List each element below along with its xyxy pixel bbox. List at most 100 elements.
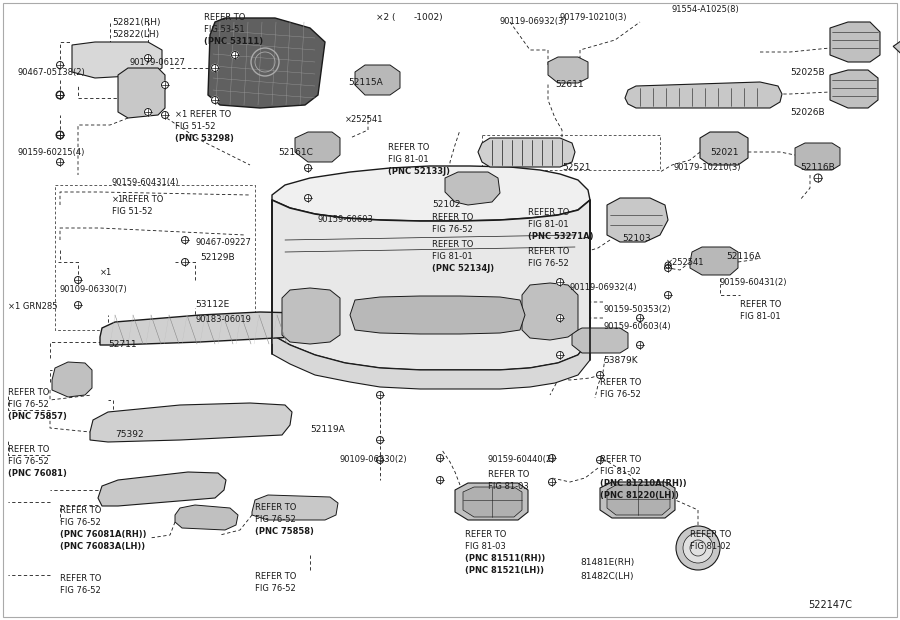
Circle shape <box>376 391 383 399</box>
Circle shape <box>75 277 82 283</box>
Text: REFER TO: REFER TO <box>255 572 296 581</box>
Text: FIG 81-02: FIG 81-02 <box>600 467 641 476</box>
Polygon shape <box>625 82 782 108</box>
Circle shape <box>436 454 444 461</box>
Circle shape <box>597 371 604 378</box>
Circle shape <box>56 91 64 99</box>
Text: 90109-06330(7): 90109-06330(7) <box>60 285 128 294</box>
Text: 52026B: 52026B <box>790 108 824 117</box>
Polygon shape <box>795 143 840 170</box>
Text: 52119A: 52119A <box>310 425 345 434</box>
Circle shape <box>436 477 444 484</box>
Text: (PNC 75857): (PNC 75857) <box>8 412 67 421</box>
Text: REFER TO: REFER TO <box>8 388 50 397</box>
Text: (PNC 53111): (PNC 53111) <box>204 37 263 46</box>
Text: 52116B: 52116B <box>800 163 835 172</box>
Circle shape <box>814 174 822 182</box>
Polygon shape <box>830 70 878 108</box>
Circle shape <box>57 92 64 99</box>
Circle shape <box>212 64 219 71</box>
Circle shape <box>664 265 671 272</box>
Polygon shape <box>252 495 338 520</box>
Text: FIG 76-52: FIG 76-52 <box>60 518 101 527</box>
Text: (PNC 52134J): (PNC 52134J) <box>432 264 494 273</box>
Text: FIG 81-01: FIG 81-01 <box>528 220 569 229</box>
Polygon shape <box>572 328 628 353</box>
Text: 52116A: 52116A <box>726 252 760 261</box>
Circle shape <box>182 259 188 265</box>
Text: FIG 51-52: FIG 51-52 <box>112 207 152 216</box>
Circle shape <box>664 291 671 298</box>
Circle shape <box>636 342 644 348</box>
Text: 90119-06932(4): 90119-06932(4) <box>570 283 637 292</box>
Polygon shape <box>350 296 525 334</box>
Text: 90179-10210(3): 90179-10210(3) <box>560 13 627 22</box>
Polygon shape <box>355 65 400 95</box>
Text: -1002): -1002) <box>414 13 444 22</box>
Circle shape <box>556 278 563 285</box>
Text: FIG 81-01: FIG 81-01 <box>388 155 428 164</box>
Text: 90467-05138(2): 90467-05138(2) <box>18 68 86 77</box>
Circle shape <box>597 456 604 464</box>
Text: (PNC 53298): (PNC 53298) <box>175 134 234 143</box>
Polygon shape <box>463 487 522 517</box>
Text: 90159-60431(4): 90159-60431(4) <box>112 178 179 187</box>
Polygon shape <box>700 132 748 165</box>
Text: REFER TO: REFER TO <box>388 143 429 152</box>
Text: 81482C(LH): 81482C(LH) <box>580 572 634 581</box>
Text: REFER TO: REFER TO <box>60 506 102 515</box>
Polygon shape <box>445 172 500 205</box>
Text: (PNC 81521(LH)): (PNC 81521(LH)) <box>465 566 544 575</box>
Text: ×1 REFER TO: ×1 REFER TO <box>175 110 231 119</box>
Text: (PNC 52133J): (PNC 52133J) <box>388 167 450 176</box>
Text: 90159-60603: 90159-60603 <box>318 215 374 224</box>
Text: ×252541: ×252541 <box>666 258 705 267</box>
Circle shape <box>145 55 151 61</box>
Text: REFER TO: REFER TO <box>690 530 732 539</box>
Text: 52161C: 52161C <box>278 148 313 157</box>
Polygon shape <box>548 57 588 83</box>
Text: FIG 81-02: FIG 81-02 <box>690 542 731 551</box>
Polygon shape <box>522 283 578 340</box>
Circle shape <box>636 314 644 322</box>
Circle shape <box>57 159 64 166</box>
Text: (PNC 81220(LH)): (PNC 81220(LH)) <box>600 491 679 500</box>
Circle shape <box>57 131 64 138</box>
Text: 91554-A1025(8): 91554-A1025(8) <box>672 5 740 14</box>
Polygon shape <box>272 166 590 221</box>
Text: 52711: 52711 <box>108 340 137 349</box>
Circle shape <box>182 236 188 244</box>
Polygon shape <box>690 247 738 275</box>
Text: (PNC 76081): (PNC 76081) <box>8 469 67 478</box>
Text: ×2 (: ×2 ( <box>376 13 395 22</box>
Circle shape <box>145 108 151 115</box>
Text: (PNC 53271A): (PNC 53271A) <box>528 232 593 241</box>
Circle shape <box>212 97 219 104</box>
Text: 90159-60431(2): 90159-60431(2) <box>720 278 788 287</box>
Text: 81481E(RH): 81481E(RH) <box>580 558 634 567</box>
Text: 53112E: 53112E <box>195 300 230 309</box>
Circle shape <box>556 314 563 322</box>
Text: (PNC 76081A(RH)): (PNC 76081A(RH)) <box>60 530 147 539</box>
Text: FIG 53-51: FIG 53-51 <box>204 25 245 34</box>
Text: 90159-60440(2): 90159-60440(2) <box>488 455 555 464</box>
Text: ×1: ×1 <box>100 268 112 277</box>
Text: FIG 51-52: FIG 51-52 <box>175 122 215 131</box>
Text: REFER TO: REFER TO <box>600 378 642 387</box>
Text: FIG 76-52: FIG 76-52 <box>8 400 49 409</box>
Circle shape <box>548 479 555 485</box>
Text: REFER TO: REFER TO <box>600 455 642 464</box>
Text: REFER TO: REFER TO <box>465 530 507 539</box>
Circle shape <box>304 164 311 172</box>
Text: 53879K: 53879K <box>603 356 637 365</box>
Text: 52103: 52103 <box>622 234 651 243</box>
Polygon shape <box>478 138 575 167</box>
Polygon shape <box>272 335 590 389</box>
Text: 52129B: 52129B <box>200 253 235 262</box>
Circle shape <box>57 61 64 68</box>
Circle shape <box>548 454 555 461</box>
Text: 52611: 52611 <box>555 80 583 89</box>
Text: ×252541: ×252541 <box>345 115 383 124</box>
Text: REFER TO: REFER TO <box>255 503 296 512</box>
Polygon shape <box>893 0 900 59</box>
